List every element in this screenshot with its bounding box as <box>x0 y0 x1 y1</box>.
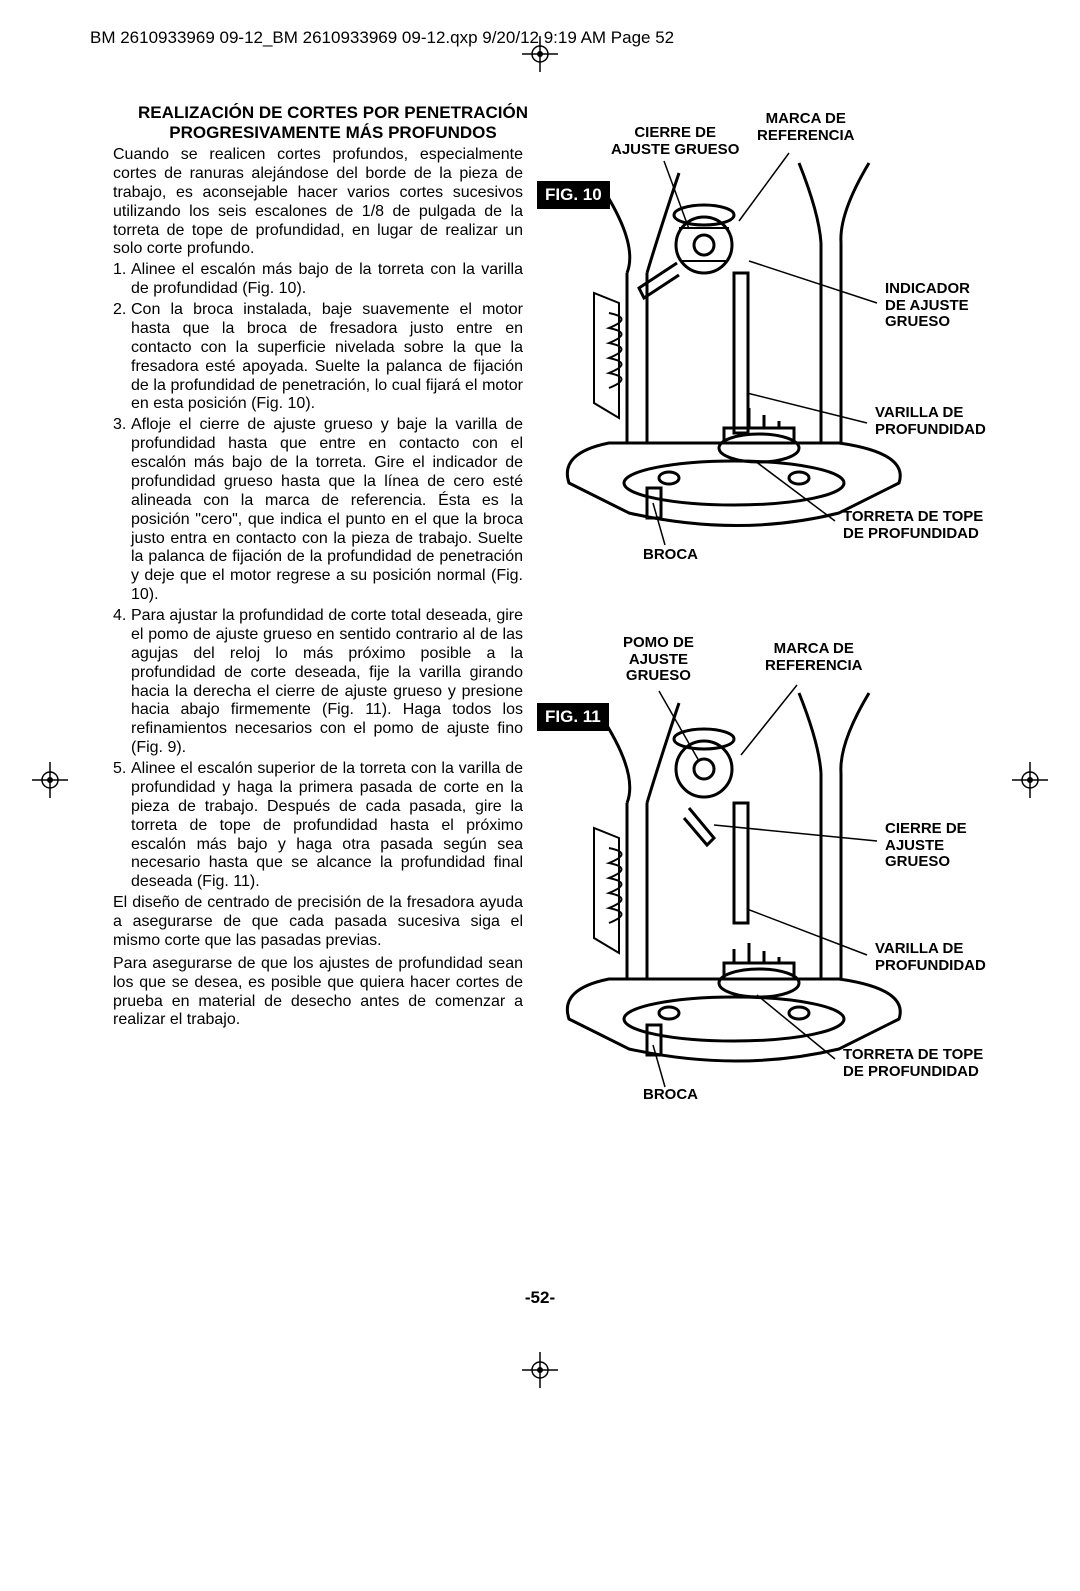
step-body: Afloje el cierre de ajuste grueso y baje… <box>131 416 523 605</box>
text-column: Cuando se realicen cortes profundos, esp… <box>113 146 523 1030</box>
step-number: 2. <box>113 301 131 414</box>
step-5: 5.Alinee el escalón superior de la torre… <box>113 760 523 892</box>
step-number: 3. <box>113 416 131 605</box>
step-number: 5. <box>113 760 131 892</box>
step-body: Alinee el escalón más bajo de la torreta… <box>131 261 523 299</box>
step-body: Alinee el escalón superior de la torreta… <box>131 760 523 892</box>
step-number: 1. <box>113 261 131 299</box>
fig11-diagram <box>539 673 989 1113</box>
step-2: 2.Con la broca instalada, baje suavement… <box>113 301 523 414</box>
title-line1: REALIZACIÓN DE CORTES POR PENETRACIÓN <box>138 103 528 122</box>
step-3: 3.Afloje el cierre de ajuste grueso y ba… <box>113 416 523 605</box>
fig11-callout-marca: MARCA DEREFERENCIA <box>765 641 863 674</box>
fig10-diagram <box>539 143 989 573</box>
page-content: REALIZACIÓN DE CORTES POR PENETRACIÓN PR… <box>113 103 973 1032</box>
fig10-callout-marca: MARCA DEREFERENCIA <box>757 111 855 144</box>
registration-mark-bottom <box>522 1352 558 1388</box>
step-body: Con la broca instalada, baje suavemente … <box>131 301 523 414</box>
step-number: 4. <box>113 607 131 758</box>
page-number: -52- <box>525 1288 555 1308</box>
step-body: Para ajustar la profundidad de corte tot… <box>131 607 523 758</box>
paragraph-precision: El diseño de centrado de precisión de la… <box>113 894 523 951</box>
print-header: BM 2610933969 09-12_BM 2610933969 09-12.… <box>90 28 674 48</box>
registration-mark-left <box>32 762 68 798</box>
registration-mark-right <box>1012 762 1048 798</box>
paragraph-test-cuts: Para asegurarse de que los ajustes de pr… <box>113 955 523 1031</box>
registration-mark-top <box>522 36 558 72</box>
title-line2: PROGRESIVAMENTE MÁS PROFUNDOS <box>169 123 496 142</box>
intro-paragraph: Cuando se realicen cortes profundos, esp… <box>113 146 523 259</box>
section-title: REALIZACIÓN DE CORTES POR PENETRACIÓN PR… <box>133 103 533 142</box>
step-1: 1.Alinee el escalón más bajo de la torre… <box>113 261 523 299</box>
step-4: 4.Para ajustar la profundidad de corte t… <box>113 607 523 758</box>
